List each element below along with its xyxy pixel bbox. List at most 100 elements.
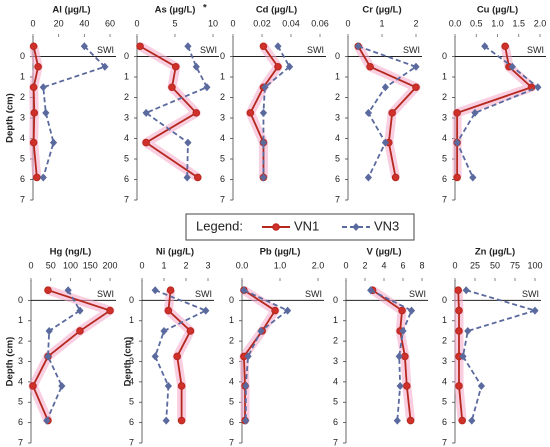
y-tick-label: 6 xyxy=(442,174,447,184)
panel-title: Ni (µg/L) xyxy=(156,247,194,258)
y-tick-label: 5 xyxy=(335,153,340,163)
y-tick-label: 1 xyxy=(20,71,25,81)
panel: Hg (ng/L) 0 50 100 150 200 0 1 2 3 4 5 6 7 SWI Depth (c… xyxy=(5,247,118,447)
y-tick-label: 2 xyxy=(124,92,129,102)
y-tick-label: 4 xyxy=(20,133,25,143)
swi-label: SWI xyxy=(522,289,539,299)
y-tick-label: 1 xyxy=(229,315,234,325)
legend-box xyxy=(185,213,415,241)
vn3-marker xyxy=(259,138,268,147)
x-tick-label: 1.0 xyxy=(491,18,504,28)
vn1-marker xyxy=(173,352,181,361)
y-tick-label: 3 xyxy=(335,112,340,122)
vn3-marker xyxy=(184,42,192,51)
vn1-marker xyxy=(412,83,420,92)
vn1-marker xyxy=(455,327,463,335)
panel: Zn (µg/L) 0 25 50 75 100 0 1 2 3 4 5 6 7 SWI xyxy=(442,247,543,447)
y-tick-label: 1 xyxy=(220,71,225,81)
vn3-marker xyxy=(508,62,516,71)
vn3-line xyxy=(262,45,291,178)
legend-marker xyxy=(272,223,280,231)
x-tick-label: 150 xyxy=(83,260,98,270)
vn1-marker xyxy=(455,306,463,315)
x-tick-label: 40 xyxy=(79,18,89,28)
vn3-marker xyxy=(192,62,200,71)
vn3-line xyxy=(42,45,107,178)
vn3-line xyxy=(370,289,413,421)
vn3-marker xyxy=(364,108,372,117)
vn1-marker xyxy=(177,382,186,390)
vn1-marker xyxy=(30,109,39,117)
vn1-marker xyxy=(271,306,279,315)
vn3-marker xyxy=(203,83,211,92)
vn1-marker xyxy=(186,327,195,335)
x-tick-label: 200 xyxy=(102,260,117,270)
y-tick-label: 6 xyxy=(20,174,25,184)
x-tick-label: 100 xyxy=(63,260,78,270)
y-tick-label: 1 xyxy=(18,315,23,325)
y-tick-label: 6 xyxy=(124,174,129,184)
y-tick-label: 2 xyxy=(18,336,23,346)
vn3-marker xyxy=(142,108,150,117)
y-tick-label: 5 xyxy=(333,397,338,407)
vn1-marker xyxy=(136,42,144,51)
vn3-marker xyxy=(459,352,467,361)
vn3-marker xyxy=(80,42,88,51)
vn1-marker xyxy=(177,416,186,425)
vn3-marker xyxy=(471,108,479,117)
y-tick-label: 5 xyxy=(129,397,134,407)
panel: Cd (µg/L) 0 0.02 0.04 0.06 0 1 2 3 4 5 6 7 SWI xyxy=(220,5,329,205)
vn1-marker xyxy=(388,109,397,117)
x-tick-label: 0 xyxy=(345,18,350,28)
vn3-marker xyxy=(531,306,539,315)
x-tick-label: 50 xyxy=(46,260,56,270)
y-tick-label: 6 xyxy=(129,417,134,427)
x-tick-label: 0.0 xyxy=(449,18,462,28)
vn1-marker xyxy=(194,173,202,182)
x-tick-label: 0 xyxy=(452,260,457,270)
x-tick-label: 0.02 xyxy=(253,18,271,28)
panel-title: Cu (µg/L) xyxy=(477,5,518,16)
vn1-marker xyxy=(366,62,374,71)
vn3-marker xyxy=(468,416,476,425)
swi-label: SWI xyxy=(97,45,114,55)
y-tick-label: 4 xyxy=(220,133,225,143)
swi-label: SWI xyxy=(403,45,420,55)
vn1-marker xyxy=(501,42,509,51)
y-tick-label: 3 xyxy=(220,112,225,122)
vn3-marker xyxy=(534,83,542,92)
panel: Ni (µg/L) 0 1 2 3 0 1 2 3 4 5 6 7 SWI Depth (cm) xyxy=(123,247,214,447)
panel: Al (µg/L) 0 20 40 60 0 1 2 3 4 5 6 7 SWI Depth (cm) xyxy=(5,5,116,204)
vn3-marker xyxy=(45,326,53,335)
vn1-marker xyxy=(33,173,41,182)
x-tick-label: 8 xyxy=(419,260,424,270)
vn1-marker xyxy=(454,286,463,294)
y-tick-label: 1 xyxy=(442,315,447,325)
y-tick-label: 6 xyxy=(18,417,23,427)
y-tick-label: 0 xyxy=(229,295,234,305)
x-tick-label: 25 xyxy=(470,260,480,270)
vn1-marker xyxy=(391,173,400,182)
vn1-marker xyxy=(34,62,42,71)
vn3-line xyxy=(462,289,539,421)
y-tick-label: 3 xyxy=(442,112,447,122)
vn3-marker xyxy=(202,306,210,315)
y-tick-label: 6 xyxy=(333,417,338,427)
vn3-marker xyxy=(151,286,159,295)
vn3-marker xyxy=(160,326,168,335)
y-tick-label: 2 xyxy=(335,92,340,102)
vn3-marker xyxy=(407,306,416,315)
y-tick-label: 2 xyxy=(220,92,225,102)
y-tick-label: 3 xyxy=(20,112,25,122)
vn1-marker xyxy=(455,382,463,390)
vn1-marker xyxy=(403,382,411,390)
y-tick-label: 7 xyxy=(18,437,23,447)
x-tick-label: 2 xyxy=(413,18,418,28)
y-tick-label: 5 xyxy=(442,153,447,163)
vn1-line xyxy=(372,289,412,421)
y-tick-label: 0 xyxy=(20,51,25,61)
y-tick-label: 7 xyxy=(129,437,134,447)
vn1-marker xyxy=(29,138,38,147)
x-tick-label: 2 xyxy=(362,260,367,270)
